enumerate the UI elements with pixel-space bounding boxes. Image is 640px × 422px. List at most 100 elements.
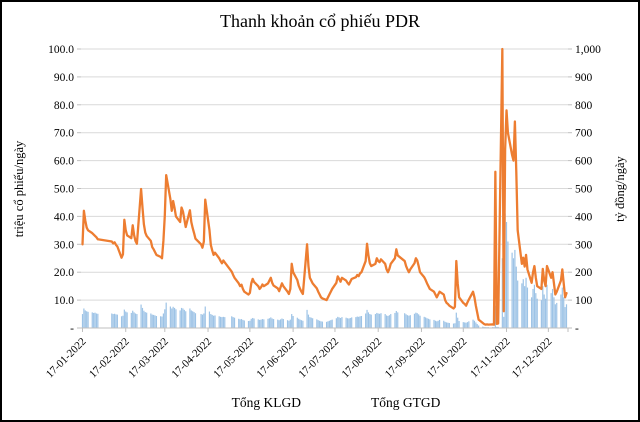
volume-bar — [331, 319, 333, 328]
volume-bar — [345, 317, 347, 328]
volume-bar — [179, 310, 181, 328]
volume-bar — [317, 320, 319, 328]
left-axis-tick-label: 80.0 — [54, 100, 74, 112]
volume-bar — [210, 314, 212, 328]
volume-bar — [183, 309, 185, 328]
volume-bar — [526, 287, 529, 328]
volume-bar — [418, 314, 420, 328]
volume-bar — [120, 316, 123, 328]
volume-bar — [413, 313, 416, 328]
volume-bar — [536, 298, 538, 328]
volume-bar — [404, 313, 406, 328]
volume-bar — [112, 314, 114, 328]
volume-bar — [279, 319, 282, 328]
volume-bar — [122, 315, 124, 328]
volume-bar — [512, 258, 515, 328]
volume-bar — [377, 313, 379, 328]
volume-bar — [341, 317, 343, 328]
volume-bar — [95, 313, 98, 328]
volume-bar — [161, 316, 163, 328]
volume-bar — [544, 298, 547, 328]
volume-bar — [445, 322, 448, 328]
legend-item-gtgd: Tổng GTGD — [337, 395, 440, 411]
volume-bar — [263, 319, 265, 328]
right-axis-tick-label: 800 — [575, 100, 593, 112]
volume-bar — [211, 314, 213, 328]
volume-bar — [511, 252, 513, 328]
volume-bar — [172, 306, 174, 328]
volume-bar — [288, 320, 290, 328]
volume-bar — [260, 319, 262, 328]
x-axis-tick-label: 17-08-2022 — [340, 336, 385, 381]
volume-bar — [182, 308, 184, 328]
volume-bar — [482, 326, 484, 328]
gtgd-line-swatch-icon — [337, 402, 364, 405]
volume-bar — [165, 302, 167, 328]
volume-bar — [87, 311, 89, 328]
volume-bar — [238, 318, 240, 328]
volume-bar — [194, 313, 197, 328]
volume-bar — [153, 314, 155, 328]
volume-bar — [406, 315, 409, 328]
volume-bar — [289, 319, 291, 328]
volume-bar — [365, 313, 367, 328]
volume-bar — [376, 312, 378, 328]
left-axis-tick-label: 10.0 — [54, 295, 74, 307]
left-axis-tick-label: 40.0 — [54, 211, 74, 223]
right-axis-tick-label: 700 — [575, 128, 593, 140]
volume-bar — [240, 319, 243, 328]
volume-bar — [338, 317, 340, 328]
axes — [77, 48, 572, 332]
volume-bar — [316, 319, 318, 328]
x-axis-tick-label: 17-02-2022 — [87, 336, 132, 381]
volume-bar — [335, 318, 337, 328]
volume-bar — [203, 313, 205, 328]
legend-item-klgd: Tổng KLGD — [200, 395, 301, 411]
volume-bar — [171, 308, 173, 328]
volume-bar — [204, 306, 206, 328]
volume-bar — [387, 316, 389, 328]
volume-bar — [563, 297, 565, 328]
volume-bar — [231, 316, 233, 328]
volume-bar — [296, 317, 298, 328]
value-line-series — [81, 47, 568, 326]
x-axis-tick-label: 17-07-2022 — [296, 336, 341, 381]
volume-bar — [125, 311, 127, 328]
volume-bar — [395, 310, 397, 328]
volume-bar — [164, 309, 166, 328]
volume-bar — [298, 318, 300, 328]
volume-bar — [267, 318, 269, 328]
volume-bar — [426, 318, 428, 328]
volume-bar — [427, 318, 430, 328]
right-axis-tick-label: 1,000 — [575, 44, 601, 56]
volume-bar — [429, 319, 431, 328]
volume-bar — [358, 316, 360, 328]
volume-bar — [247, 321, 250, 328]
volume-bar — [243, 320, 245, 328]
volume-bar — [282, 319, 284, 328]
volume-bar — [514, 249, 516, 328]
volume-bar — [532, 288, 534, 328]
volume-bar — [278, 320, 280, 328]
volume-bar — [146, 312, 148, 328]
volume-bar — [408, 315, 410, 328]
volume-bar — [144, 312, 146, 328]
volume-bar — [416, 313, 418, 328]
right-axis-tick-label: 600 — [575, 156, 593, 168]
volume-bar — [136, 314, 138, 328]
volume-bar — [379, 313, 381, 328]
volume-bar — [388, 315, 390, 328]
volume-bar — [239, 319, 241, 328]
volume-bar — [123, 309, 125, 328]
left-axis-tick-label: - — [70, 323, 74, 335]
volume-bar — [151, 314, 153, 328]
volume-bar — [478, 325, 480, 328]
volume-bar — [126, 312, 128, 328]
volume-bar — [455, 312, 457, 328]
volume-bar — [531, 297, 533, 328]
volume-bar — [193, 312, 195, 328]
volume-bar — [462, 322, 464, 328]
volume-bar — [434, 320, 436, 328]
